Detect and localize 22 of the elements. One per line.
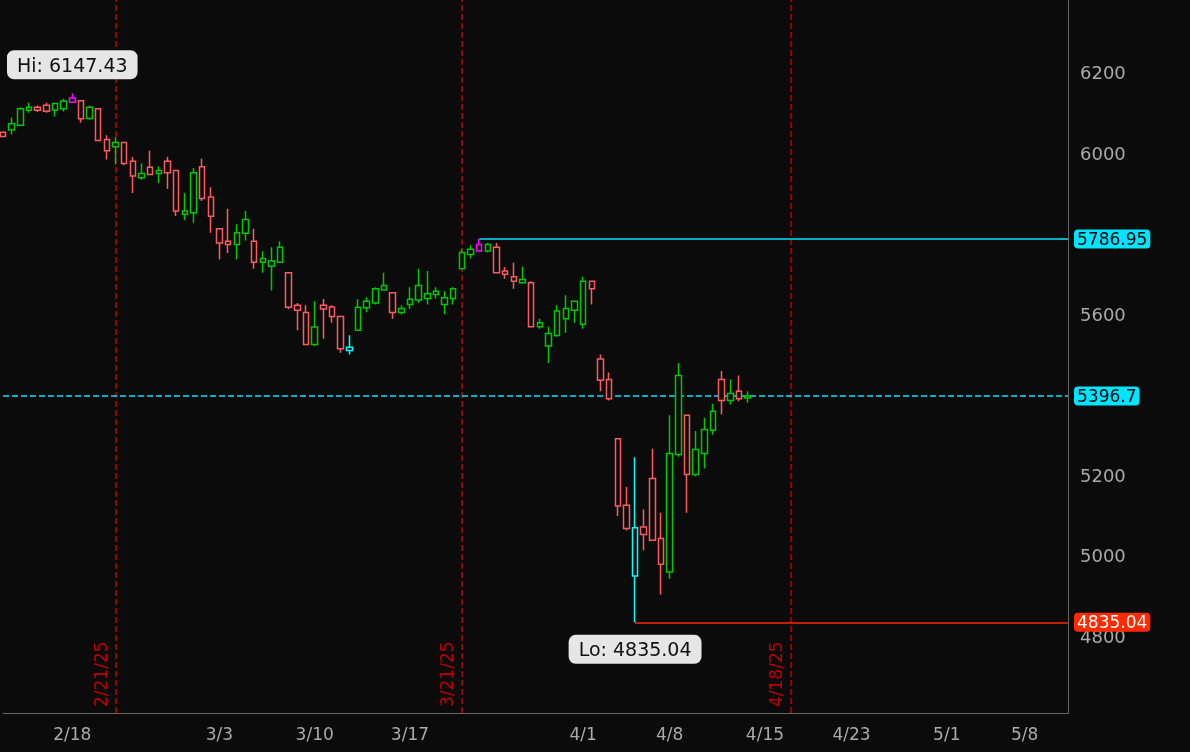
x-tick-label: 2/18 <box>53 723 92 744</box>
x-tick-label: 4/15 <box>745 723 785 744</box>
x-tick-label: 3/10 <box>295 723 334 744</box>
annotation: Lo: 4835.04 <box>578 638 692 661</box>
x-tick-label: 5/1 <box>933 723 961 744</box>
y-tick-label: 5000 <box>1080 545 1126 567</box>
y-tick-label: 5200 <box>1080 464 1126 486</box>
annotation: 4/18/25 <box>766 641 787 707</box>
ref-line-label: 5396.7 <box>1077 386 1137 407</box>
x-tick-label: 5/8 <box>1011 723 1039 744</box>
x-tick-label: 4/8 <box>656 723 684 744</box>
annotation: 3/21/25 <box>437 641 458 707</box>
annotation: 2/21/25 <box>91 641 112 707</box>
ref-line-label: 5786.95 <box>1077 228 1148 249</box>
x-tick-label: 4/23 <box>832 723 871 744</box>
x-tick-label: 4/1 <box>569 723 597 744</box>
y-tick-label: 6000 <box>1080 142 1126 164</box>
y-tick-label: 6200 <box>1080 62 1126 84</box>
y-tick-label: 5600 <box>1080 303 1126 325</box>
x-tick-label: 3/17 <box>390 723 430 744</box>
x-tick-label: 3/3 <box>205 723 234 744</box>
annotation: Hi: 6147.43 <box>16 53 128 76</box>
